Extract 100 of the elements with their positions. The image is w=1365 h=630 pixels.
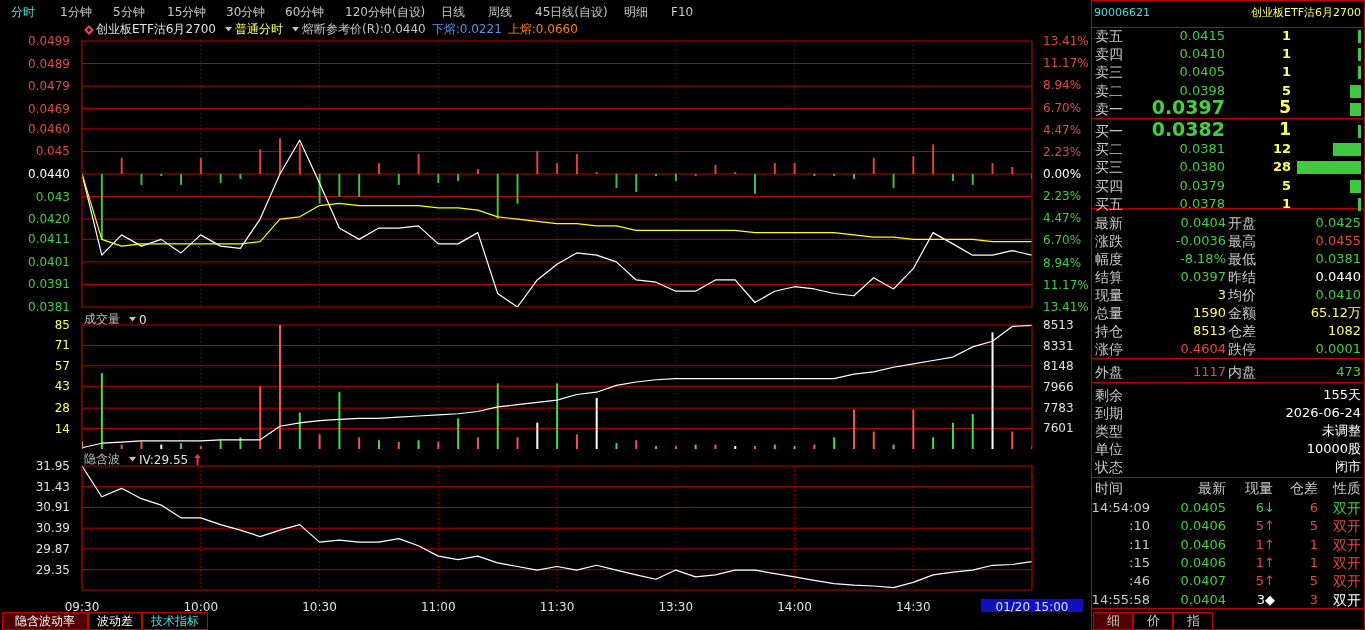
text: 0.0378: [1179, 194, 1225, 213]
text: 开盘: [1228, 214, 1256, 232]
text: 价: [1133, 612, 1173, 630]
text: 下熔:0.0221: [431, 21, 502, 38]
y-tick-label: 0.043: [35, 189, 70, 204]
text: 5: [1309, 517, 1318, 536]
annotation: 隐含波: [84, 451, 120, 468]
text: 0.0397: [1180, 268, 1226, 286]
text: 到期: [1095, 404, 1123, 422]
y-tick-label: 85: [54, 318, 70, 332]
text: 仓差: [1290, 479, 1318, 497]
y2-tick-label: 8.94%: [1043, 255, 1082, 270]
text: :46: [1129, 572, 1150, 591]
text: 卖五: [1095, 27, 1123, 45]
text: 明细: [624, 4, 648, 21]
y-tick-label: 43: [54, 379, 70, 394]
text: 昨结: [1228, 268, 1256, 286]
text: 10000股: [1306, 440, 1361, 458]
text: 0.0415: [1179, 27, 1225, 45]
text: 剩余: [1095, 386, 1123, 404]
text: 0.0405: [1180, 499, 1226, 517]
text: 类型: [1095, 422, 1123, 440]
text: 0.0406: [1180, 553, 1226, 572]
text: 90006621: [1094, 5, 1150, 21]
text: 卖一: [1095, 99, 1123, 118]
text: 技术指标: [142, 612, 208, 630]
text: :10: [1129, 517, 1150, 536]
text: 最新: [1095, 214, 1123, 232]
text: 1: [1279, 119, 1291, 139]
text: 1: [1281, 45, 1291, 64]
x-tick-label: 14:00: [777, 600, 812, 614]
text: 3◆: [1256, 590, 1275, 609]
text: 5: [1281, 176, 1291, 195]
text: 120分钟(自设): [345, 4, 426, 21]
text: 熔断参考价(R):0.0440: [302, 21, 426, 38]
y-tick-label: 29.35: [35, 562, 70, 577]
text: :15: [1129, 553, 1150, 572]
text: 0.0425: [1315, 214, 1361, 232]
text: 0.0381: [1315, 250, 1361, 268]
text: F10: [671, 4, 694, 21]
y2-tick-label: 8.94%: [1043, 78, 1082, 93]
text: 1分钟: [60, 4, 92, 21]
y2-tick-label: 7783: [1043, 400, 1074, 415]
x-tick-label: 14:30: [895, 600, 931, 614]
text: 0.0455: [1315, 232, 1361, 250]
text: 双开: [1333, 535, 1361, 554]
text: 0.0382: [1151, 118, 1225, 140]
text: 买四: [1095, 176, 1123, 195]
y-tick-label: 0.045: [35, 144, 70, 159]
text: 分时: [11, 4, 35, 21]
text: 155天: [1323, 386, 1361, 404]
y-tick-label: 71: [54, 338, 70, 353]
text: 幅度: [1095, 250, 1123, 268]
text: 外盘: [1095, 363, 1123, 381]
text: 1↑: [1255, 535, 1275, 554]
y2-tick-label: 11.17%: [1043, 56, 1089, 71]
text: 8513: [1192, 322, 1226, 340]
text: 1: [1281, 63, 1291, 82]
y2-tick-label: 8331: [1043, 338, 1074, 353]
text: 细: [1093, 612, 1133, 630]
text: 波动差: [88, 612, 142, 630]
y2-tick-label: 6.70%: [1043, 233, 1082, 248]
text: 卖三: [1095, 63, 1123, 82]
text: 5: [1309, 572, 1318, 591]
annotation: IV:29.55: [139, 452, 189, 467]
text: 现量: [1245, 479, 1273, 497]
text: 0.0404: [1180, 214, 1226, 232]
text: 6↓: [1255, 499, 1275, 517]
y-tick-label: 14: [54, 421, 70, 436]
y-tick-label: 0.0391: [28, 277, 70, 292]
text: 0.0407: [1180, 572, 1226, 591]
text: 3: [1309, 590, 1318, 609]
x-tick-label: 13:30: [658, 600, 694, 614]
y-tick-label: 57: [54, 358, 70, 373]
text: 5分钟: [113, 4, 145, 21]
text: 0.0405: [1179, 63, 1225, 82]
text: -0.0036: [1175, 232, 1226, 250]
y2-tick-label: 4.47%: [1043, 122, 1082, 137]
text: 0.0001: [1315, 340, 1361, 358]
y-tick-label: 29.87: [35, 541, 70, 556]
text: 买一: [1095, 122, 1123, 140]
text: 仓差: [1228, 322, 1256, 340]
y2-tick-label: 0.00%: [1043, 167, 1082, 181]
text: 隐含波动率: [2, 612, 88, 630]
text: 14:54:09: [1091, 499, 1150, 517]
x-tick-label: 10:30: [302, 600, 337, 614]
text: 买二: [1095, 140, 1123, 159]
text: 金额: [1228, 304, 1256, 322]
y2-tick-label: 11.17%: [1043, 277, 1089, 292]
text: 6: [1309, 499, 1318, 517]
text: 跌停: [1228, 340, 1256, 358]
text: 1: [1281, 27, 1291, 45]
text: 卖二: [1095, 81, 1123, 100]
y-tick-label: 0.0460: [28, 121, 70, 136]
text: 均价: [1228, 286, 1256, 304]
y2-tick-label: 13.41%: [1043, 34, 1089, 48]
text: 2026-06-24: [1285, 404, 1361, 422]
text: 45日线(自设): [535, 4, 608, 21]
y2-tick-label: 4.47%: [1043, 211, 1082, 226]
text: 1117: [1192, 363, 1226, 381]
